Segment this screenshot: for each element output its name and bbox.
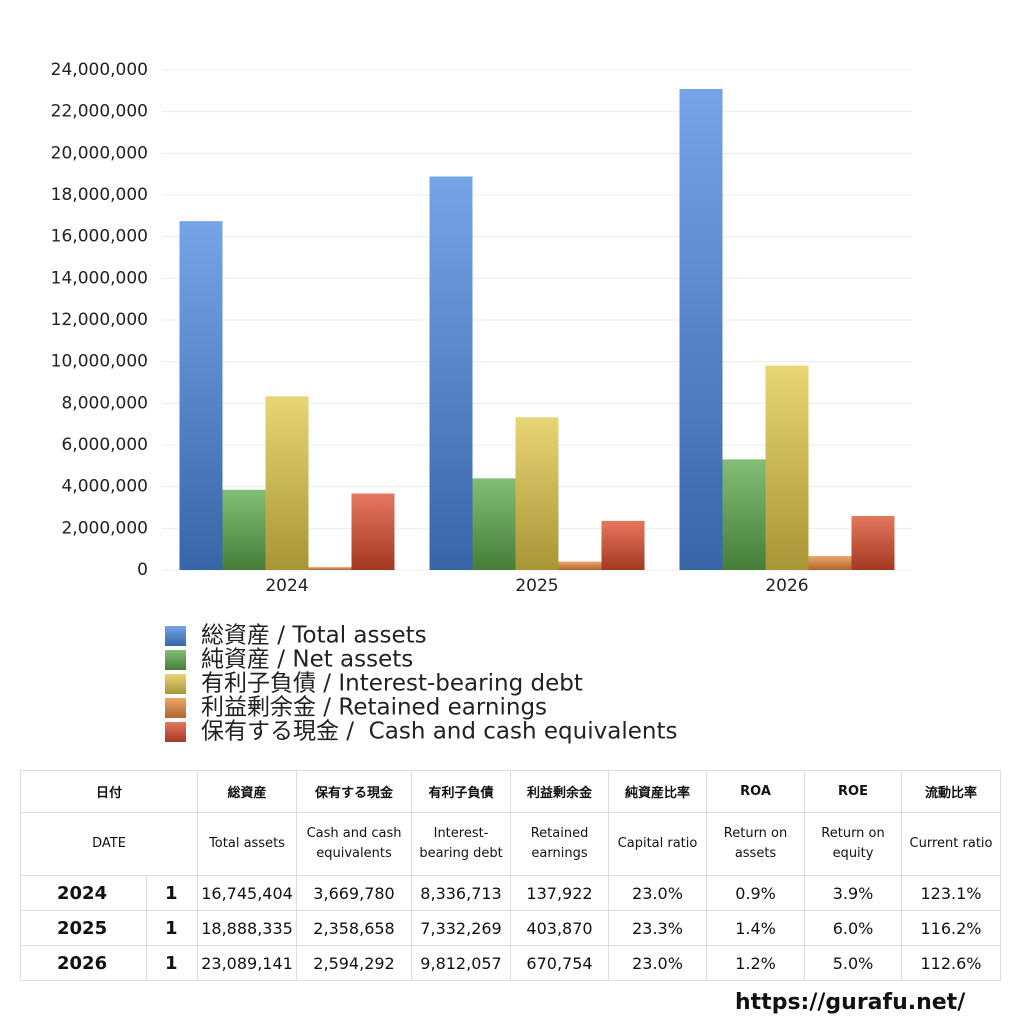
bar xyxy=(429,176,473,570)
table-cell: 137,922 xyxy=(510,875,610,911)
table-cell: 1 xyxy=(145,945,199,981)
table-cell: 2024 xyxy=(20,875,147,911)
table-cell: Current ratio xyxy=(901,812,1002,876)
table-cell: ROA xyxy=(706,770,806,813)
table-cell: 23.0% xyxy=(608,945,708,981)
table-cell: 9,812,057 xyxy=(411,945,512,981)
table-cell: 保有する現金 xyxy=(296,770,413,813)
table-row: 2025 1 18,888,335 2,358,658 7,332,269 403,870… xyxy=(20,910,1002,946)
table-cell: 総資産 xyxy=(197,770,298,813)
table-cell: 3,669,780 xyxy=(296,875,413,911)
table-cell: 5.0% xyxy=(804,945,903,981)
y-tick-label: 0 xyxy=(137,560,148,580)
bar xyxy=(308,567,352,570)
bar xyxy=(558,561,602,570)
bar xyxy=(179,221,223,570)
table-cell: 1.4% xyxy=(706,910,806,946)
data-table: 日付 総資産 保有する現金 有利子負債 利益剰余金 純資産比率 ROA ROE 流動比率 DATE… xyxy=(19,770,1002,981)
legend-swatch xyxy=(165,722,186,742)
y-tick-label: 22,000,000 xyxy=(51,102,148,122)
x-tick-label: 2025 xyxy=(515,576,558,596)
legend-swatch xyxy=(165,674,186,694)
table-cell: 2,358,658 xyxy=(296,910,413,946)
y-tick-label: 24,000,000 xyxy=(51,60,148,80)
legend-label: 有利子負債 / Interest-bearing debt xyxy=(201,671,583,697)
bar xyxy=(601,520,645,570)
table-cell: 1.2% xyxy=(706,945,806,981)
table-cell: 670,754 xyxy=(510,945,610,981)
table-cell: Interest-bearing debt xyxy=(411,812,512,876)
legend-swatch xyxy=(165,626,186,646)
bar xyxy=(265,396,309,570)
table-cell: 6.0% xyxy=(804,910,903,946)
table-cell: 16,745,404 xyxy=(197,875,298,911)
table-cell: 403,870 xyxy=(510,910,610,946)
table-row: 2024 1 16,745,404 3,669,780 8,336,713 137,922… xyxy=(20,875,1002,911)
table-cell: 18,888,335 xyxy=(197,910,298,946)
y-tick-label: 4,000,000 xyxy=(61,477,148,497)
table-cell: 23.0% xyxy=(608,875,708,911)
table-cell: 23.3% xyxy=(608,910,708,946)
x-tick-label: 2026 xyxy=(765,576,808,596)
y-tick-label: 20,000,000 xyxy=(51,143,148,163)
x-tick-label: 2024 xyxy=(265,576,308,596)
bar xyxy=(515,417,559,570)
legend-label: 保有する現金 / Cash and cash equivalents xyxy=(201,719,677,745)
y-tick-label: 2,000,000 xyxy=(61,518,148,538)
table-cell: 2026 xyxy=(20,945,147,981)
y-tick-label: 18,000,000 xyxy=(51,185,148,205)
legend-swatch xyxy=(165,650,186,670)
table-cell: 112.6% xyxy=(901,945,1002,981)
table-row: 2026 1 23,089,141 2,594,292 9,812,057 670,754… xyxy=(20,945,1002,981)
bar xyxy=(222,489,266,570)
legend-label: 総資産 / Total assets xyxy=(201,623,427,649)
bar xyxy=(679,88,723,570)
table-cell: 123.1% xyxy=(901,875,1002,911)
table-cell: Return on equity xyxy=(804,812,903,876)
table-cell: 23,089,141 xyxy=(197,945,298,981)
table-cell: 0.9% xyxy=(706,875,806,911)
site-url: https://gurafu.net/ xyxy=(735,990,966,1015)
table-cell: 利益剰余金 xyxy=(510,770,610,813)
table-cell: ROE xyxy=(804,770,903,813)
table-cell: 8,336,713 xyxy=(411,875,512,911)
legend-swatch xyxy=(165,698,186,718)
table-cell: 116.2% xyxy=(901,910,1002,946)
bar xyxy=(765,365,809,570)
table-cell: Retained earnings xyxy=(510,812,610,876)
y-tick-label: 8,000,000 xyxy=(61,393,148,413)
table-cell: Capital ratio xyxy=(608,812,708,876)
bar xyxy=(722,459,766,570)
table-row: DATE Total assets Cash and cash equivalent… xyxy=(19,812,1002,876)
table-cell: 純資産比率 xyxy=(608,770,708,813)
y-tick-label: 14,000,000 xyxy=(51,268,148,288)
table-cell: DATE xyxy=(19,812,199,876)
table-cell: 流動比率 xyxy=(901,770,1002,813)
bar xyxy=(851,515,895,570)
y-tick-label: 16,000,000 xyxy=(51,227,148,247)
legend-label: 純資産 / Net assets xyxy=(201,647,413,673)
bar xyxy=(351,493,395,570)
table-cell: 3.9% xyxy=(804,875,903,911)
table-cell: 1 xyxy=(145,875,199,911)
table-cell: Cash and cash equivalents xyxy=(296,812,413,876)
table-cell: Return on assets xyxy=(706,812,806,876)
table-cell: 1 xyxy=(145,910,199,946)
chart: 0 2,000,000 4,000,000 6,000,000 8,000,000 10,… xyxy=(51,60,912,745)
legend-label: 利益剰余金 / Retained earnings xyxy=(201,695,547,721)
bar xyxy=(808,556,852,570)
table-cell: 7,332,269 xyxy=(411,910,512,946)
y-tick-label: 6,000,000 xyxy=(61,435,148,455)
table-row: 日付 総資産 保有する現金 有利子負債 利益剰余金 純資産比率 ROA ROE 流動比率 xyxy=(19,770,1002,813)
table-cell: 日付 xyxy=(19,770,199,813)
table-cell: Total assets xyxy=(197,812,298,876)
table-cell: 2025 xyxy=(20,910,147,946)
table-cell: 有利子負債 xyxy=(411,770,512,813)
y-tick-label: 10,000,000 xyxy=(51,352,148,372)
table-cell: 2,594,292 xyxy=(296,945,413,981)
y-tick-label: 12,000,000 xyxy=(51,310,148,330)
bar xyxy=(472,478,516,570)
